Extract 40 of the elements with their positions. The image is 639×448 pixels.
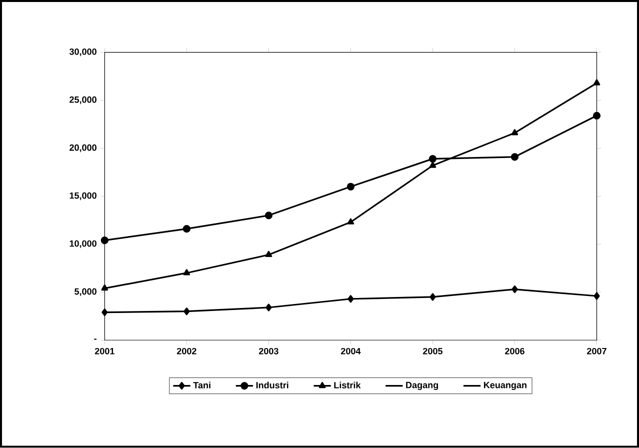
x-tick-label: 2001 (94, 348, 114, 354)
legend-label: Industri (256, 382, 288, 388)
point (510, 153, 519, 161)
x-tick-label: 2007 (587, 348, 606, 354)
point (348, 295, 354, 303)
point (266, 304, 272, 312)
point (592, 112, 601, 120)
legend-label: Keuangan (484, 382, 526, 390)
point (512, 286, 518, 294)
y-tick-label: 10,000 (70, 240, 96, 248)
point (347, 218, 354, 225)
y-tick-label: - (94, 338, 96, 340)
legend-label: Tani (193, 382, 210, 388)
point (184, 308, 190, 316)
x-tick-label: 2005 (422, 348, 442, 354)
y-tick-label: 5,000 (74, 288, 96, 296)
point (429, 162, 436, 168)
point (593, 79, 600, 86)
point (182, 225, 190, 233)
legend-label: Listrik (334, 382, 361, 388)
y-tick-label: 25,000 (70, 96, 96, 104)
point (100, 236, 108, 244)
point (428, 155, 437, 163)
y-tick-label: 15,000 (70, 192, 96, 200)
y-tick-label: 20,000 (70, 144, 96, 152)
x-tick-label: 2003 (258, 348, 278, 354)
point (594, 292, 600, 300)
point (511, 129, 518, 136)
point (346, 182, 355, 191)
point (430, 293, 436, 301)
point (265, 251, 272, 258)
point (264, 212, 272, 220)
point (102, 308, 108, 316)
x-tick-label: 2002 (176, 348, 196, 354)
point (183, 269, 190, 276)
x-tick-label: 2006 (505, 348, 524, 354)
legend-label: Dagang (406, 382, 438, 390)
x-tick-label: 2004 (340, 348, 361, 354)
y-tick-label: 30,000 (69, 48, 96, 56)
point (101, 284, 108, 291)
